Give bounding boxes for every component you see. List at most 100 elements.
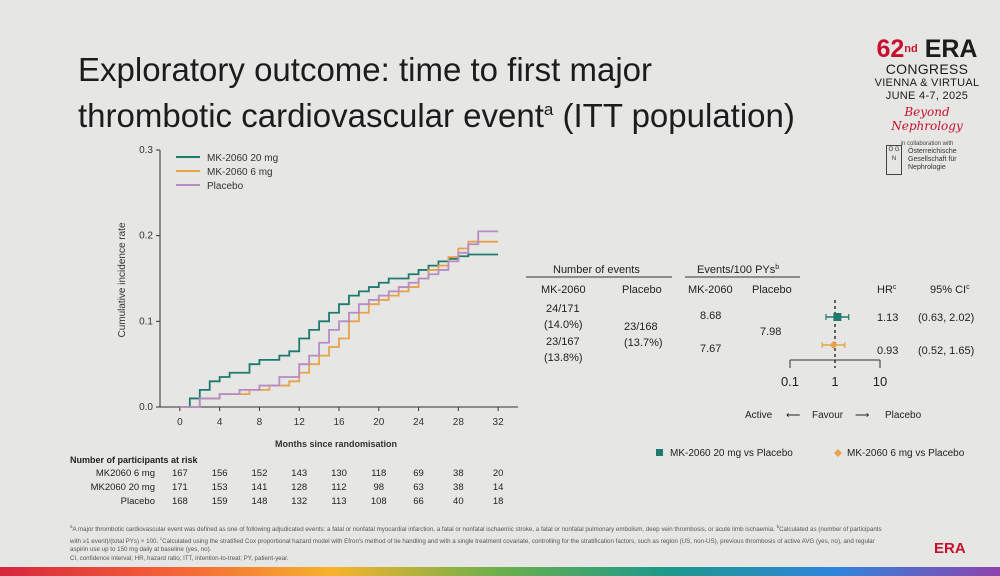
- footnote-c-mark: c: [159, 535, 163, 541]
- hdr-events-per-100py-sup: b: [775, 264, 779, 271]
- footnote-a: A major thrombotic cardiovascular event …: [72, 526, 775, 534]
- legend-label-placebo: Placebo: [207, 181, 244, 192]
- km-x-tick-label: 4: [217, 417, 223, 428]
- km-x-ticks: 0 4 8 12 16 20 24 28 32: [177, 407, 504, 428]
- risk-cell: 108: [371, 496, 387, 507]
- placebo-pct: (13.7%): [624, 337, 663, 349]
- forest-arrow-left: ⟵: [786, 410, 800, 421]
- footnote-b: Calculated as (number of participants wi…: [70, 526, 882, 545]
- logo-era: ERA: [924, 35, 978, 63]
- row1-ci: (0.63, 2.02): [918, 312, 974, 324]
- placebo-events: 23/168: [624, 321, 658, 333]
- era-congress-logo: 62nd ERA CONGRESS VIENNA & VIRTUAL JUNE …: [868, 36, 986, 147]
- forest-tick-label-0.1: 0.1: [781, 374, 799, 389]
- row1-rate: 8.68: [700, 310, 721, 322]
- logo-collab-text: in collaboration with: [900, 141, 954, 147]
- km-x-tick-label: 12: [294, 417, 306, 428]
- logo-city: VIENNA & VIRTUAL: [874, 77, 980, 89]
- footnote-abbreviations: CI, confidence interval; HR, hazard rati…: [70, 554, 289, 562]
- col-hr: HRc: [877, 284, 897, 296]
- row2-ci: (0.52, 1.65): [918, 345, 974, 357]
- km-y-ticks: 0.0 0.1 0.2 0.3: [139, 145, 160, 413]
- footnote: aA major thrombotic cardiovascular event…: [70, 523, 890, 564]
- km-x-tick-label: 28: [453, 417, 465, 428]
- risk-cell: 143: [291, 468, 307, 479]
- km-y-tick-label: 0.1: [139, 316, 153, 327]
- risk-cell: 69: [413, 468, 424, 479]
- logo-tagline: Beyond Nephrology: [891, 105, 963, 133]
- forest-tick-label-1: 1: [831, 374, 838, 389]
- row1-hr: 1.13: [877, 312, 898, 324]
- slide-title: Exploratory outcome: time to first major…: [78, 50, 858, 136]
- rainbow-bar: [0, 567, 1000, 576]
- results-table: Number of events Events/100 PYsb MK-2060…: [526, 264, 974, 364]
- risk-cell: 167: [172, 468, 188, 479]
- partner-mark: Ö G N: [886, 145, 902, 175]
- km-x-tick-label: 16: [333, 417, 345, 428]
- row2-hr: 0.93: [877, 345, 898, 357]
- logo-edition: 62: [876, 35, 905, 63]
- forest-plot: 0.1 1 10 Active ⟵ Favour ⟶ Placebo MK-20…: [656, 300, 965, 459]
- risk-cell: 141: [252, 482, 268, 493]
- col-ci-text: 95% CI: [930, 284, 966, 296]
- risk-cell: 159: [212, 496, 228, 507]
- placebo-rate: 7.98: [760, 326, 781, 338]
- risk-table: MK2060 6 mg 167 156 152 143 130 118 69 38 20 MK206…: [91, 468, 504, 507]
- risk-cell: 40: [453, 496, 464, 507]
- km-x-tick-label: 24: [413, 417, 425, 428]
- risk-cell: 130: [331, 468, 347, 479]
- risk-row-label: MK2060 20 mg: [91, 482, 155, 493]
- risk-cell: 118: [371, 468, 386, 479]
- risk-cell: 128: [291, 482, 307, 493]
- forest-tick-label-10: 10: [873, 374, 887, 389]
- km-x-tick-label: 32: [493, 417, 505, 428]
- col-hr-text: HR: [877, 284, 893, 296]
- risk-cell: 171: [172, 482, 188, 493]
- logo-congress: CONGRESS: [885, 61, 969, 77]
- col-mk2060: MK-2060: [541, 284, 586, 296]
- legend-label-20mg: MK-2060 20 mg: [207, 153, 278, 164]
- forest-placebo-label: Placebo: [885, 410, 922, 421]
- risk-cell: 98: [373, 482, 384, 493]
- risk-row-label: MK2060 6 mg: [96, 468, 155, 479]
- risk-cell: 63: [413, 482, 424, 493]
- km-legend: MK-2060 20 mg MK-2060 6 mg Placebo: [176, 153, 278, 192]
- risk-cell: 156: [212, 468, 228, 479]
- risk-cell: 14: [493, 482, 504, 493]
- legend-label-6mg: MK-2060 6 mg: [207, 167, 273, 178]
- forest-legend-20mg: MK-2060 20 mg vs Placebo: [670, 448, 793, 459]
- km-y-tick-label: 0.2: [139, 231, 153, 242]
- km-curve-placebo: [179, 230, 499, 408]
- risk-cell: 18: [493, 496, 504, 507]
- km-curves: [179, 230, 499, 408]
- title-line-1: Exploratory outcome: time to first major: [78, 51, 653, 88]
- km-x-tick-label: 20: [373, 417, 385, 428]
- forest-legend-swatch-20mg: [656, 449, 663, 456]
- forest-arrow-right: ⟶: [855, 410, 869, 421]
- hdr-number-of-events: Number of events: [553, 264, 640, 276]
- title-line-2-end: (ITT population): [553, 97, 795, 134]
- risk-cell: 113: [331, 496, 346, 507]
- col-placebo-rate: Placebo: [752, 284, 792, 296]
- footnote-c: Calculated using the stratified Cox prop…: [70, 537, 875, 554]
- km-x-tick-label: 0: [177, 417, 183, 428]
- risk-cell: 38: [453, 482, 464, 493]
- km-x-tick-label: 8: [257, 417, 263, 428]
- risk-cell: 132: [291, 496, 307, 507]
- era-bottom-logo: ERA: [934, 540, 966, 557]
- title-footnote-mark: a: [543, 100, 554, 119]
- risk-cell: 153: [212, 482, 228, 493]
- forest-legend-6mg: MK-2060 6 mg vs Placebo: [847, 448, 965, 459]
- km-x-axis-label: Months since randomisation: [275, 439, 397, 449]
- risk-cell: 38: [453, 468, 464, 479]
- partner-logo: Ö G N Österreichische Gesellschaft für N…: [886, 145, 980, 175]
- title-line-2: thrombotic cardiovascular event: [78, 97, 544, 134]
- logo-dates: JUNE 4-7, 2025: [885, 90, 969, 102]
- row1-events: 24/171: [546, 303, 580, 315]
- forest-favour-label: Favour: [812, 410, 844, 421]
- col-mk2060-rate: MK-2060: [688, 284, 733, 296]
- risk-cell: 168: [172, 496, 188, 507]
- risk-cell: 20: [493, 468, 504, 479]
- forest-active-label: Active: [745, 410, 773, 421]
